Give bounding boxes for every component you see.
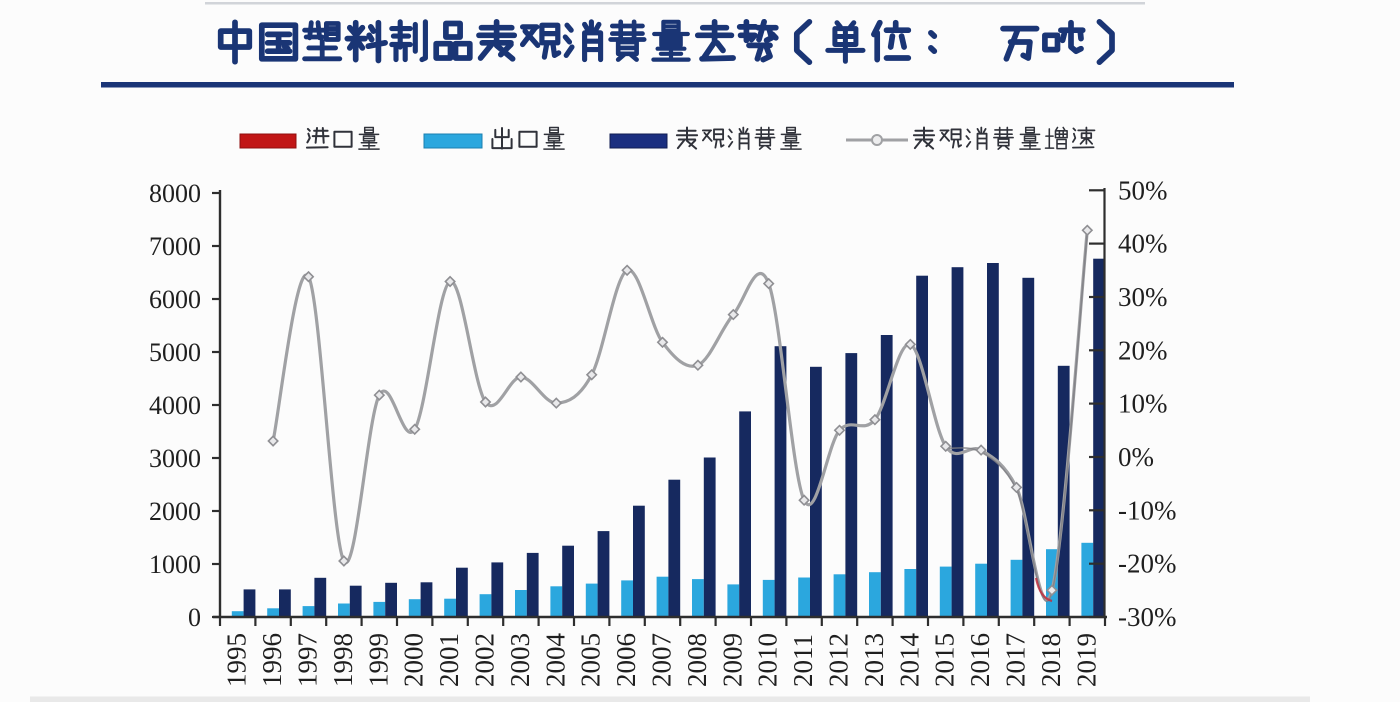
svg-text:-10%: -10%	[1118, 495, 1176, 525]
svg-text:10%: 10%	[1118, 389, 1168, 419]
svg-text:2015: 2015	[930, 633, 960, 687]
svg-text:2003: 2003	[505, 633, 535, 687]
svg-text:20%: 20%	[1118, 335, 1168, 365]
svg-text:2002: 2002	[470, 633, 500, 687]
svg-text:1998: 1998	[328, 633, 358, 687]
svg-text:-30%: -30%	[1118, 602, 1176, 632]
svg-text:1999: 1999	[363, 633, 393, 687]
svg-text:2005: 2005	[576, 633, 606, 687]
svg-text:2007: 2007	[647, 633, 677, 687]
svg-text:2008: 2008	[682, 633, 712, 687]
svg-text:7000: 7000	[149, 232, 201, 261]
svg-text:1000: 1000	[149, 550, 201, 579]
svg-text:2017: 2017	[1001, 633, 1031, 687]
svg-text:50%: 50%	[1118, 175, 1168, 205]
svg-text:30%: 30%	[1118, 282, 1168, 312]
svg-text:2012: 2012	[824, 633, 854, 687]
svg-text:5000: 5000	[149, 338, 201, 367]
svg-text:2011: 2011	[788, 634, 818, 687]
svg-text:40%: 40%	[1118, 229, 1168, 259]
svg-text:2000: 2000	[399, 633, 429, 687]
svg-text:0: 0	[188, 603, 201, 632]
svg-text:2010: 2010	[753, 633, 783, 687]
svg-text:2004: 2004	[540, 633, 570, 688]
svg-text:8000: 8000	[149, 179, 201, 208]
svg-text:2006: 2006	[611, 633, 641, 687]
svg-text:2001: 2001	[434, 633, 464, 687]
svg-text:2009: 2009	[717, 633, 747, 687]
svg-text:1995: 1995	[222, 633, 252, 687]
svg-text:2016: 2016	[965, 633, 995, 687]
svg-text:1996: 1996	[257, 633, 287, 687]
svg-text:2019: 2019	[1071, 633, 1101, 687]
svg-text:2000: 2000	[149, 497, 201, 526]
svg-text:-20%: -20%	[1118, 549, 1176, 579]
svg-text:2018: 2018	[1036, 633, 1066, 687]
svg-text:4000: 4000	[149, 391, 201, 420]
svg-text:2014: 2014	[894, 633, 924, 688]
svg-text:0%: 0%	[1118, 442, 1154, 472]
svg-text:1997: 1997	[293, 633, 323, 687]
svg-text:3000: 3000	[149, 444, 201, 473]
svg-text:2013: 2013	[859, 633, 889, 687]
svg-text:6000: 6000	[149, 285, 201, 314]
